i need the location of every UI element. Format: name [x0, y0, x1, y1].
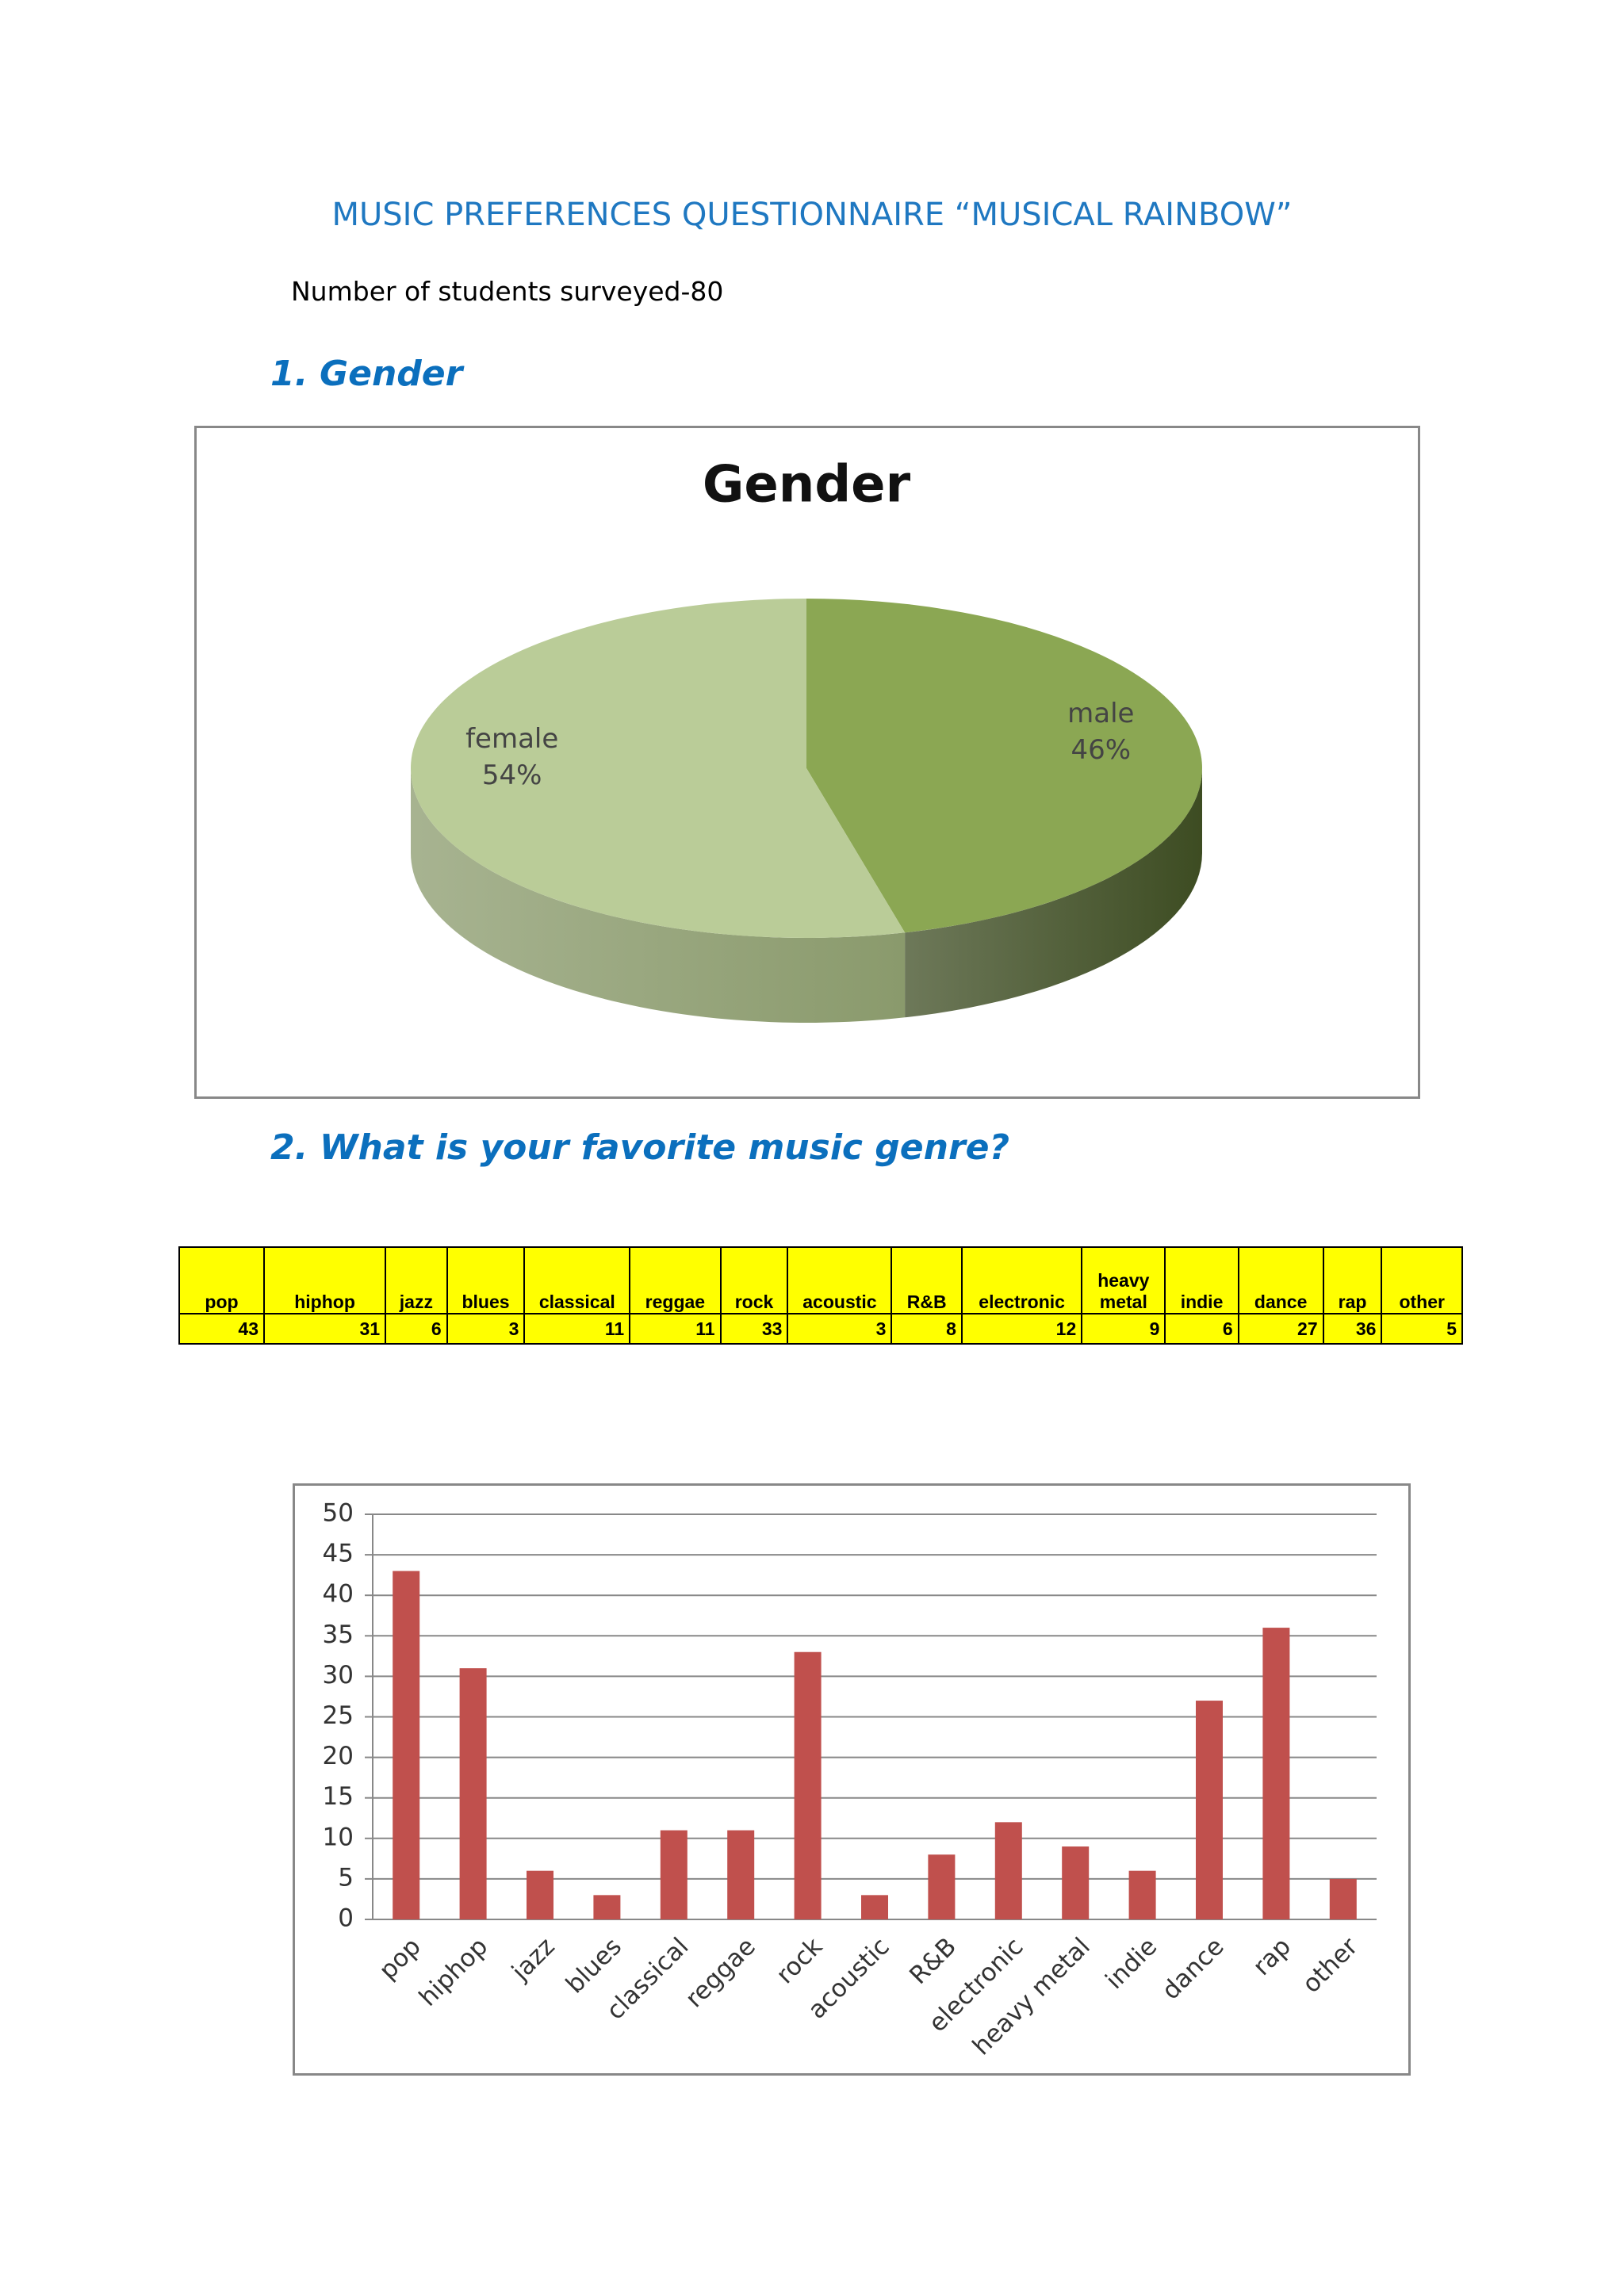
table-cell: 36 [1322, 1313, 1383, 1345]
genre-table: pop hiphop jazz blues classical reggae rock aco… [178, 1246, 1463, 1345]
section-number: 2. [270, 1127, 308, 1168]
table-cell: 33 [719, 1313, 789, 1345]
title: MUSIC PREFERENCES QUESTIONNAIRE “MUSICAL… [331, 197, 1293, 233]
table-cell: 6 [385, 1313, 448, 1345]
section-text: What is your favorite music genre? [320, 1127, 1010, 1168]
table-cell: other [1381, 1246, 1463, 1314]
table-cell: 43 [178, 1313, 265, 1345]
table-cell: 3 [446, 1313, 526, 1345]
table-cell: acoustic [787, 1246, 893, 1314]
table-cell: 31 [262, 1313, 387, 1345]
table-cell: indie [1164, 1246, 1239, 1314]
table-cell: 27 [1237, 1313, 1324, 1345]
section-heading: 1. Gender [270, 354, 462, 394]
table-cell: 11 [523, 1313, 631, 1345]
table-cell: 6 [1164, 1313, 1239, 1345]
table-cell: rap [1322, 1246, 1383, 1314]
data-label: 46% [1071, 734, 1132, 766]
table-cell: electronic [960, 1246, 1083, 1314]
table-cell: hiphop [262, 1246, 387, 1314]
pie-frame [194, 426, 1420, 1099]
table-cell: heavy metal [1081, 1246, 1166, 1314]
table-cell: pop [178, 1246, 265, 1314]
pie-chart: Gender male 46% female 54% [410, 456, 1202, 1023]
data-label: 54% [482, 760, 542, 791]
table-row: 43 31 6 3 11 11 33 3 8 12 9 6 27 36 5 [178, 1313, 1463, 1345]
table-cell: classical [523, 1246, 631, 1314]
table-cell: blues [446, 1246, 526, 1314]
section-text: Gender [320, 354, 463, 394]
table-cell: jazz [385, 1246, 448, 1314]
table-cell: rock [719, 1246, 789, 1314]
chart-title: Gender [703, 456, 911, 515]
table-cell: 8 [891, 1313, 963, 1345]
table-cell: dance [1237, 1246, 1324, 1314]
pie-side [905, 768, 1202, 1018]
table-cell: 3 [787, 1313, 893, 1345]
table-cell: 9 [1081, 1313, 1166, 1345]
table-cell: 5 [1381, 1313, 1463, 1345]
data-label: male [1067, 698, 1134, 729]
data-label: female [465, 723, 558, 755]
surveyed: Number of students surveyed-80 [291, 276, 724, 307]
pie-side [411, 768, 906, 1023]
section-number: 1. [270, 354, 308, 394]
table-cell: 11 [629, 1313, 722, 1345]
table-cell: 12 [960, 1313, 1083, 1345]
bar-frame [293, 1483, 1411, 2076]
section-heading: 2. What is your favorite music genre? [270, 1127, 1009, 1168]
table-cell: R&B [891, 1246, 963, 1314]
table-cell: reggae [629, 1246, 722, 1314]
pie-slice [806, 599, 1202, 933]
table-header: pop hiphop jazz blues classical reggae rock aco… [178, 1246, 1463, 1314]
pie-slice [410, 599, 906, 938]
